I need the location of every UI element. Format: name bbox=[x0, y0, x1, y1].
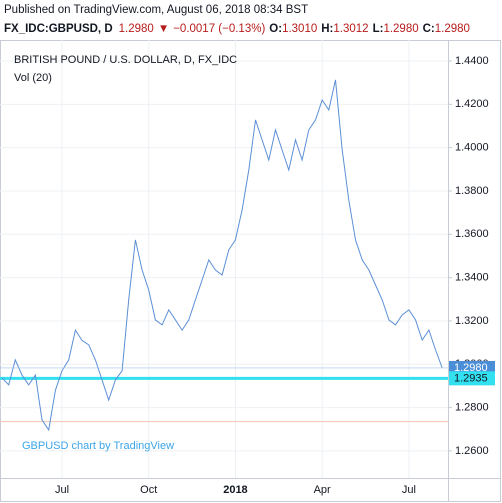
close: 1.2980 bbox=[435, 23, 470, 35]
symbol: FX_IDC:GBPUSD, D bbox=[4, 23, 113, 35]
low: 1.2980 bbox=[383, 23, 418, 35]
last-price: 1.2980 bbox=[119, 23, 154, 35]
y-tick-label: 1.2600 bbox=[455, 445, 489, 457]
y-tick-label: 1.4400 bbox=[455, 55, 489, 67]
symbol-line: FX_IDC:GBPUSD, D 1.2980 ▼ −0.0017 (−0.13%) O… bbox=[4, 23, 470, 35]
x-tick-label: Jul bbox=[55, 484, 69, 496]
x-tick-label: 2018 bbox=[223, 484, 247, 496]
high-label: H: bbox=[321, 23, 333, 35]
close-label: C: bbox=[423, 23, 435, 35]
grid bbox=[0, 40, 448, 478]
last-price-label: 1.2980 bbox=[454, 362, 488, 374]
x-tick-label: Jul bbox=[402, 484, 416, 496]
y-tick-label: 1.2800 bbox=[455, 402, 489, 414]
open-label: O: bbox=[269, 23, 282, 35]
published-note: Published on TradingView.com, August 06,… bbox=[4, 4, 308, 16]
hline-label-box bbox=[449, 371, 495, 386]
y-tick-label: 1.4200 bbox=[455, 98, 489, 110]
watermark: GBPUSD chart by TradingView bbox=[22, 440, 174, 452]
high: 1.3012 bbox=[333, 23, 368, 35]
y-tick-label: 1.3400 bbox=[455, 272, 489, 284]
chart-frame bbox=[0, 40, 501, 502]
y-tick-label: 1.3800 bbox=[455, 185, 489, 197]
change-arrow: ▼ bbox=[158, 23, 169, 35]
y-tick-label: 1.3600 bbox=[455, 228, 489, 240]
hline-label: 1.2935 bbox=[454, 372, 488, 384]
x-tick-label: Oct bbox=[140, 484, 157, 496]
open: 1.3010 bbox=[282, 23, 317, 35]
change: −0.0017 (−0.13%) bbox=[173, 23, 265, 35]
chart-title: BRITISH POUND / U.S. DOLLAR, D, FX_IDC bbox=[14, 54, 237, 66]
x-tick-label: Apr bbox=[314, 484, 331, 496]
y-tick-label: 1.3200 bbox=[455, 315, 489, 327]
subtitle: Vol (20) bbox=[14, 72, 52, 84]
price-line bbox=[1, 79, 443, 432]
low-label: L: bbox=[373, 23, 384, 35]
y-tick-label: 1.4000 bbox=[455, 142, 489, 154]
